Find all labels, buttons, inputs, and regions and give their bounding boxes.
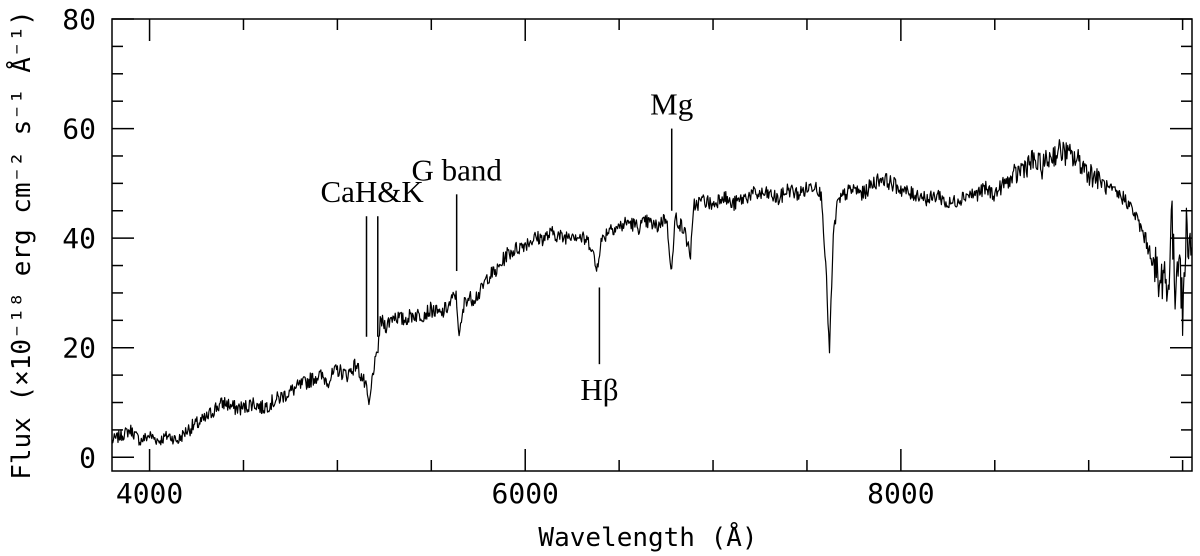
x-axis-label: Wavelength (Å)	[538, 521, 757, 553]
annotation-label: CaH&K	[320, 174, 424, 209]
x-tick-label: 4000	[116, 477, 183, 510]
spectrum-line	[111, 139, 1193, 446]
y-tick-label: 0	[79, 441, 96, 474]
x-tick-label: 8000	[867, 477, 934, 510]
plot-frame	[111, 18, 1193, 472]
axis-ticks	[112, 18, 1192, 471]
y-tick-label: 60	[62, 113, 96, 146]
y-axis-label: Flux (×10⁻¹⁸ erg cm⁻² s⁻¹ Å⁻¹)	[5, 10, 37, 480]
axis-tick-labels: 4000 6000 8000 0 20 40 60 80	[62, 3, 934, 510]
y-tick-label: 20	[62, 332, 96, 365]
x-tick-label: 6000	[491, 477, 558, 510]
y-tick-label: 40	[62, 222, 96, 255]
annotation-label: Hβ	[580, 372, 618, 407]
annotation-label: Mg	[650, 87, 693, 122]
y-tick-label: 80	[62, 3, 96, 36]
annotation-label: G band	[411, 152, 502, 187]
line-annotations: CaH&KG band Hβ Mg	[320, 87, 693, 408]
